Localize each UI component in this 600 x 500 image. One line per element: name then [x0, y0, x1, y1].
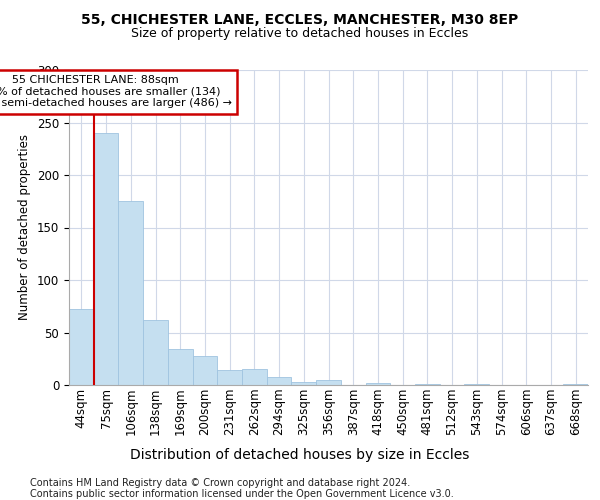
Y-axis label: Number of detached properties: Number of detached properties [19, 134, 31, 320]
Bar [316, 380, 341, 385]
Text: 55, CHICHESTER LANE, ECCLES, MANCHESTER, M30 8EP: 55, CHICHESTER LANE, ECCLES, MANCHESTER,… [82, 12, 518, 26]
Text: 55 CHICHESTER LANE: 88sqm
← 21% of detached houses are smaller (134)
75% of semi: 55 CHICHESTER LANE: 88sqm ← 21% of detac… [0, 75, 232, 108]
Bar [168, 350, 193, 385]
Bar [292, 382, 316, 385]
Bar [118, 201, 143, 385]
Bar [415, 384, 440, 385]
Bar [94, 133, 118, 385]
Bar [242, 369, 267, 385]
Text: Contains HM Land Registry data © Crown copyright and database right 2024.
Contai: Contains HM Land Registry data © Crown c… [30, 478, 454, 499]
Bar [217, 370, 242, 385]
Text: Size of property relative to detached houses in Eccles: Size of property relative to detached ho… [131, 28, 469, 40]
Bar [563, 384, 588, 385]
Bar [365, 383, 390, 385]
Bar [193, 356, 217, 385]
Text: Distribution of detached houses by size in Eccles: Distribution of detached houses by size … [130, 448, 470, 462]
Bar [267, 376, 292, 385]
Bar [69, 310, 94, 385]
Bar [143, 320, 168, 385]
Bar [464, 384, 489, 385]
